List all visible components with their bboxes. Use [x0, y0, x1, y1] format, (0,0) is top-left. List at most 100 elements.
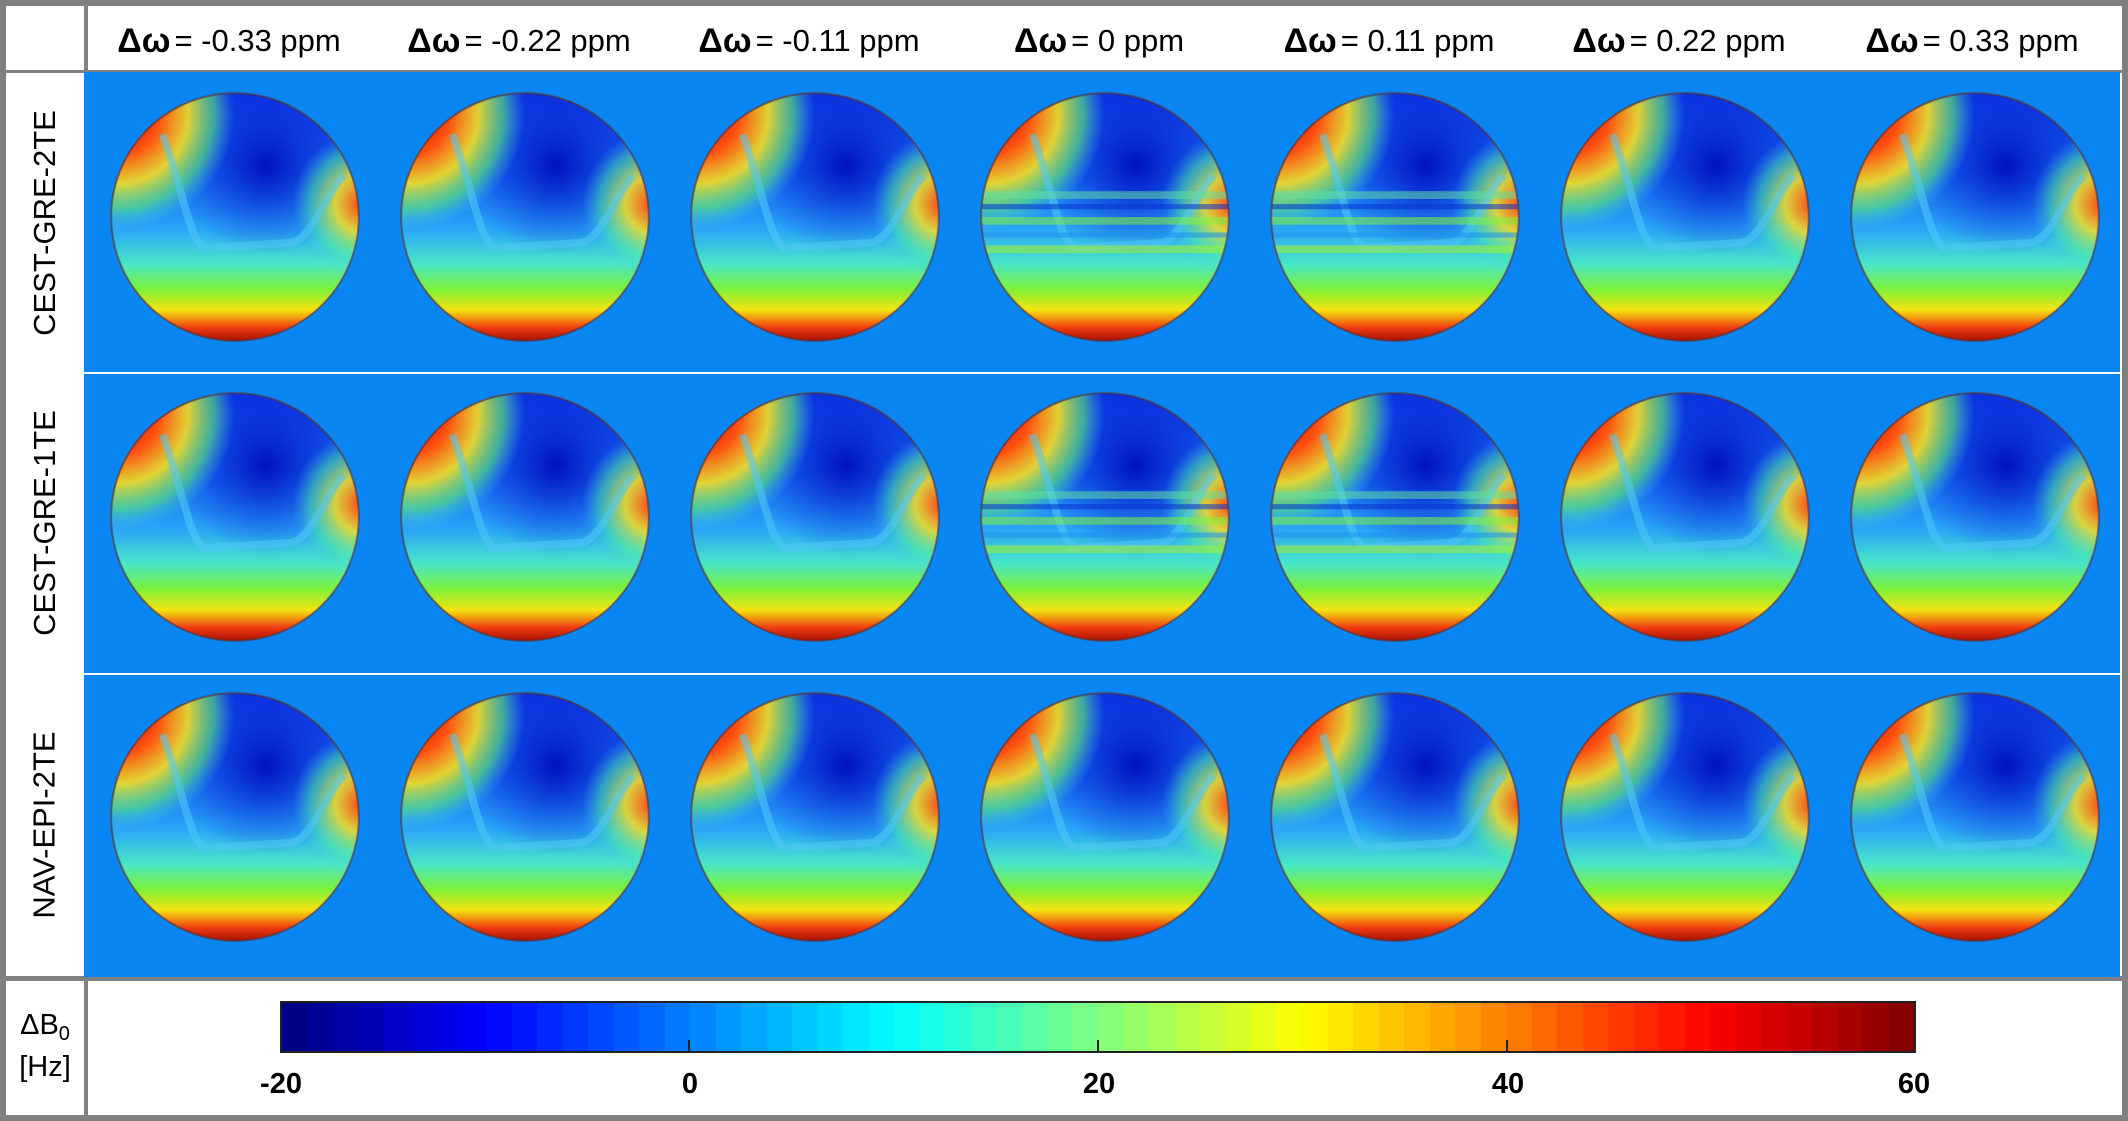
- colorbar-step: [307, 1003, 333, 1051]
- colorbar-step: [1710, 1003, 1736, 1051]
- colorbar-divider: [0, 976, 2128, 981]
- colorbar-step: [1047, 1003, 1073, 1051]
- colorbar-step: [460, 1003, 486, 1051]
- colorbar-step: [1888, 1003, 1914, 1051]
- colorbar-step: [817, 1003, 843, 1051]
- b0-field-map: [396, 688, 654, 946]
- colorbar-step: [1404, 1003, 1430, 1051]
- colorbar-step: [1302, 1003, 1328, 1051]
- colorbar-step: [1480, 1003, 1506, 1051]
- row-label: NAV-EPI-2TE: [27, 730, 63, 919]
- colorbar-label: ΔB0 [Hz]: [19, 1008, 71, 1083]
- b0-field-map: [1846, 88, 2104, 346]
- colorbar-step: [1582, 1003, 1608, 1051]
- colorbar-step: [435, 1003, 461, 1051]
- b0-field-map: [976, 388, 1234, 646]
- colorbar-step: [1633, 1003, 1659, 1051]
- b0-field-map: [1556, 88, 1814, 346]
- b0-field-map: [1266, 88, 1524, 346]
- colorbar-step: [1174, 1003, 1200, 1051]
- colorbar-step: [1429, 1003, 1455, 1051]
- colorbar-tick-label: 40: [1491, 1068, 1525, 1100]
- colorbar-step: [1684, 1003, 1710, 1051]
- b0-field-map: [686, 388, 944, 646]
- colorbar-step: [1123, 1003, 1149, 1051]
- colorbar-step: [358, 1003, 384, 1051]
- colorbar-step: [1761, 1003, 1787, 1051]
- colorbar-step: [1098, 1003, 1124, 1051]
- colorbar-step: [843, 1003, 869, 1051]
- colorbar-step: [384, 1003, 410, 1051]
- colorbar-step: [690, 1003, 716, 1051]
- column-header: Δω = -0.22 ppm: [407, 21, 631, 60]
- b0-field-map: [396, 388, 654, 646]
- b0-field-map: [1846, 688, 2104, 946]
- row-label: CEST-GRE-1TE: [27, 410, 62, 636]
- column-header: Δω = 0.22 ppm: [1572, 21, 1786, 60]
- colorbar-step: [1837, 1003, 1863, 1051]
- b0-field-map: [976, 688, 1234, 946]
- colorbar-step: [1557, 1003, 1583, 1051]
- colorbar-step: [282, 1003, 308, 1051]
- colorbar-step: [486, 1003, 512, 1051]
- colorbar-step: [639, 1003, 665, 1051]
- colorbar-step: [1149, 1003, 1175, 1051]
- b0-field-map: [396, 88, 654, 346]
- b0-field-map: [686, 88, 944, 346]
- b0-field-map: [106, 88, 364, 346]
- colorbar-step: [919, 1003, 945, 1051]
- colorbar-step: [664, 1003, 690, 1051]
- b0-field-map: [1266, 388, 1524, 646]
- b0-field-map: [1846, 388, 2104, 646]
- row-separator: [84, 673, 2120, 675]
- colorbar-step: [1378, 1003, 1404, 1051]
- column-header: Δω = 0.33 ppm: [1865, 21, 2079, 60]
- colorbar-step: [741, 1003, 767, 1051]
- colorbar-step: [1225, 1003, 1251, 1051]
- colorbar-step: [1531, 1003, 1557, 1051]
- b0-field-map: [1556, 388, 1814, 646]
- row-label: CEST-GRE-2TE: [27, 110, 62, 336]
- colorbar-step: [1455, 1003, 1481, 1051]
- colorbar-step: [1353, 1003, 1379, 1051]
- b0-field-map: [1556, 688, 1814, 946]
- colorbar-step: [1251, 1003, 1277, 1051]
- colorbar-tick: [1506, 1040, 1508, 1053]
- column-header: Δω = -0.33 ppm: [117, 21, 341, 60]
- column-header: Δω = -0.11 ppm: [698, 21, 920, 60]
- colorbar-step: [1072, 1003, 1098, 1051]
- colorbar-step: [1506, 1003, 1532, 1051]
- colorbar-tick: [688, 1040, 690, 1053]
- colorbar-tick-label: 60: [1897, 1068, 1931, 1100]
- b0-field-map: [686, 688, 944, 946]
- column-header: Δω = 0 ppm: [1013, 21, 1185, 60]
- b0-field-map: [106, 688, 364, 946]
- colorbar-step: [996, 1003, 1022, 1051]
- colorbar-step: [1735, 1003, 1761, 1051]
- colorbar-step: [1659, 1003, 1685, 1051]
- colorbar-step: [894, 1003, 920, 1051]
- colorbar-step: [792, 1003, 818, 1051]
- header-divider: [0, 70, 2128, 73]
- colorbar-step: [868, 1003, 894, 1051]
- colorbar-step: [945, 1003, 971, 1051]
- b0-field-map: [1266, 688, 1524, 946]
- colorbar: [280, 1001, 1916, 1053]
- colorbar-step: [511, 1003, 537, 1051]
- column-header: Δω = 0.11 ppm: [1283, 21, 1495, 60]
- colorbar-step: [333, 1003, 359, 1051]
- colorbar-step: [1608, 1003, 1634, 1051]
- colorbar-step: [766, 1003, 792, 1051]
- colorbar-step: [613, 1003, 639, 1051]
- colorbar-step: [1863, 1003, 1889, 1051]
- colorbar-tick: [1097, 1040, 1099, 1053]
- colorbar-step: [715, 1003, 741, 1051]
- colorbar-step: [409, 1003, 435, 1051]
- colorbar-step: [970, 1003, 996, 1051]
- colorbar-step: [1200, 1003, 1226, 1051]
- b0-field-map: [106, 388, 364, 646]
- colorbar-tick-label: -20: [260, 1068, 302, 1100]
- colorbar-step: [1786, 1003, 1812, 1051]
- b0-field-map: [976, 88, 1234, 346]
- colorbar-step: [562, 1003, 588, 1051]
